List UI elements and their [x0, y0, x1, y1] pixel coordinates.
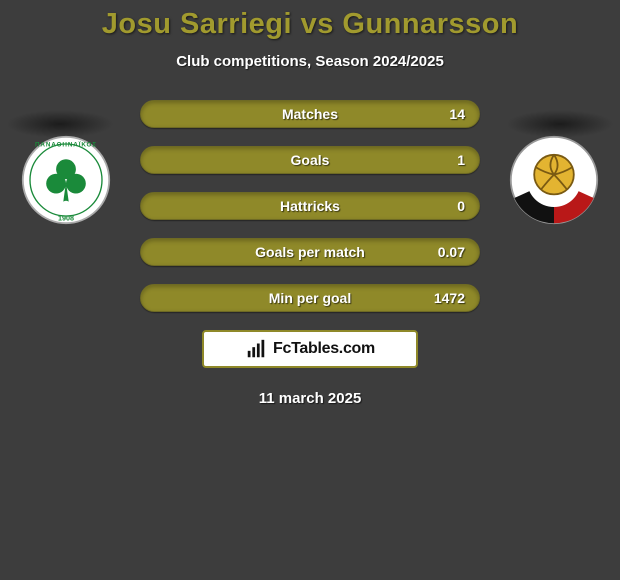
badge-shadow-left	[6, 110, 114, 138]
vikingur-icon	[509, 135, 599, 225]
club-badge-left: 1908 ΠΑΝΑΘΗΝΑΪΚΟΣ	[16, 136, 116, 224]
stat-value: 1472	[434, 290, 465, 306]
subtitle: Club competitions, Season 2024/2025	[0, 53, 620, 70]
badge-shadow-right	[506, 110, 614, 138]
svg-text:ΠΑΝΑΘΗΝΑΪΚΟΣ: ΠΑΝΑΘΗΝΑΪΚΟΣ	[35, 141, 97, 149]
stat-row-hattricks: Hattricks 0	[140, 192, 480, 220]
club-badge-right	[504, 136, 604, 224]
stat-value: 0	[457, 198, 465, 214]
stat-label: Hattricks	[280, 198, 340, 214]
stat-row-mpg: Min per goal 1472	[140, 284, 480, 312]
stat-row-matches: Matches 14	[140, 100, 480, 128]
stats-list: Matches 14 Goals 1 Hattricks 0 Goals per…	[140, 100, 480, 312]
brand-link[interactable]: FcTables.com	[202, 330, 418, 368]
stat-row-gpm: Goals per match 0.07	[140, 238, 480, 266]
stat-value: 0.07	[438, 244, 465, 260]
stat-label: Matches	[282, 106, 338, 122]
stat-label: Goals	[291, 152, 330, 168]
svg-text:1908: 1908	[58, 214, 74, 223]
stat-value: 1	[457, 152, 465, 168]
stat-row-goals: Goals 1	[140, 146, 480, 174]
content-area: 1908 ΠΑΝΑΘΗΝΑΪΚΟΣ Matches	[0, 100, 620, 407]
stat-label: Min per goal	[269, 290, 351, 306]
chart-icon	[245, 338, 267, 360]
page-title: Josu Sarriegi vs Gunnarsson	[0, 8, 620, 41]
widget-root: Josu Sarriegi vs Gunnarsson Club competi…	[0, 0, 620, 407]
stat-value: 14	[449, 106, 465, 122]
brand-label: FcTables.com	[273, 340, 375, 358]
date-label: 11 march 2025	[0, 390, 620, 407]
stat-label: Goals per match	[255, 244, 365, 260]
panathinaikos-icon: 1908 ΠΑΝΑΘΗΝΑΪΚΟΣ	[21, 135, 111, 225]
